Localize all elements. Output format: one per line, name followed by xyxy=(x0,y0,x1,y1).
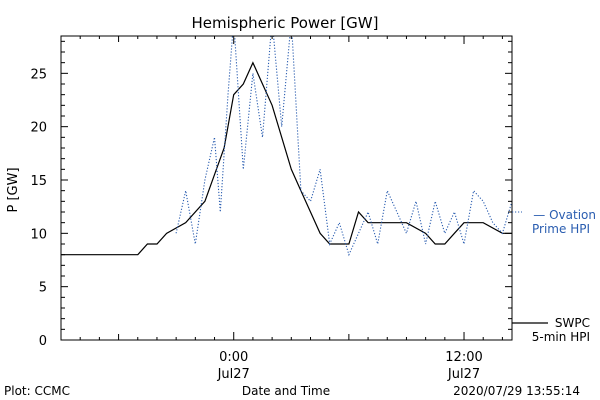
y-tick-label: 0 xyxy=(39,334,47,349)
x-axis: 0:00Jul2712:00Jul270:00Jul2812:00Jul280:… xyxy=(60,36,503,382)
x-axis-label: Date and Time xyxy=(242,384,330,398)
legend-label-ovation: — Ovation xyxy=(533,208,596,222)
y-tick-label: 10 xyxy=(30,227,47,242)
legend-label-swpc-2: 5-min HPI xyxy=(532,330,590,344)
footer-timestamp: 2020/07/29 13:55:14 xyxy=(453,384,580,398)
chart-title: Hemispheric Power [GW] xyxy=(192,14,379,32)
series-line-swpc xyxy=(61,61,512,256)
y-tick-label: 15 xyxy=(30,174,47,189)
y-tick-label: 20 xyxy=(30,121,47,136)
x-tick-label-time: 0:00 xyxy=(219,350,248,365)
x-tick-label-time: 12:00 xyxy=(445,350,482,365)
legend-label-ovation-2: Prime HPI xyxy=(532,222,590,236)
x-tick-label-date: Jul27 xyxy=(217,367,250,382)
y-tick-label: 5 xyxy=(39,281,47,296)
x-tick-label-date: Jul27 xyxy=(447,367,480,382)
footer-source: Plot: CCMC xyxy=(4,384,70,398)
y-axis-label: P [GW] xyxy=(6,167,21,212)
y-tick-label: 25 xyxy=(30,67,47,82)
plot-frame xyxy=(60,35,513,341)
series-layer xyxy=(61,36,512,257)
y-axis: 0 5 10 15 20 25 xyxy=(30,40,512,349)
legend-label-swpc: SWPC xyxy=(555,316,590,330)
